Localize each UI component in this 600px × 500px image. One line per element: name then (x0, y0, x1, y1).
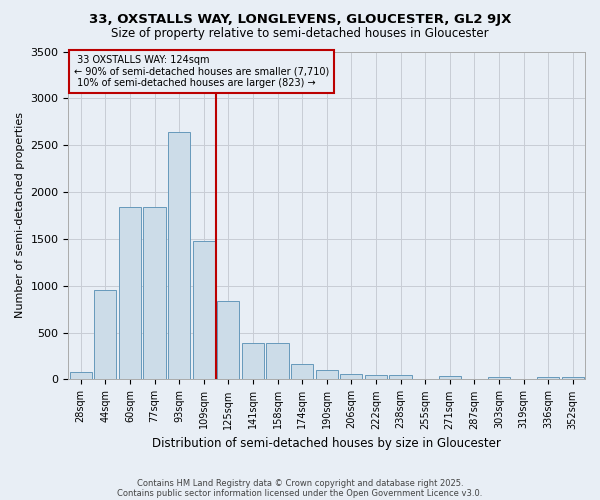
X-axis label: Distribution of semi-detached houses by size in Gloucester: Distribution of semi-detached houses by … (152, 437, 501, 450)
Bar (488, 376, 510, 380)
Y-axis label: Number of semi-detached properties: Number of semi-detached properties (15, 112, 25, 318)
Bar (119, 207, 141, 380)
Text: Size of property relative to semi-detached houses in Gloucester: Size of property relative to semi-detach… (111, 28, 489, 40)
Bar (316, 370, 338, 380)
Bar (193, 241, 215, 380)
Bar (340, 374, 362, 380)
Bar (242, 343, 264, 380)
Bar (143, 207, 166, 380)
Text: 33, OXSTALLS WAY, LONGLEVENS, GLOUCESTER, GL2 9JX: 33, OXSTALLS WAY, LONGLEVENS, GLOUCESTER… (89, 12, 511, 26)
Bar (439, 376, 461, 380)
Text: 33 OXSTALLS WAY: 124sqm
← 90% of semi-detached houses are smaller (7,710)
 10% o: 33 OXSTALLS WAY: 124sqm ← 90% of semi-de… (74, 55, 329, 88)
Text: Contains HM Land Registry data © Crown copyright and database right 2025.: Contains HM Land Registry data © Crown c… (137, 478, 463, 488)
Bar (562, 376, 584, 380)
Bar (266, 343, 289, 380)
Text: Contains public sector information licensed under the Open Government Licence v3: Contains public sector information licen… (118, 488, 482, 498)
Bar (70, 372, 92, 380)
Bar (94, 290, 116, 380)
Bar (365, 375, 387, 380)
Bar (537, 376, 559, 380)
Bar (168, 132, 190, 380)
Bar (291, 364, 313, 380)
Bar (389, 375, 412, 380)
Bar (217, 300, 239, 380)
